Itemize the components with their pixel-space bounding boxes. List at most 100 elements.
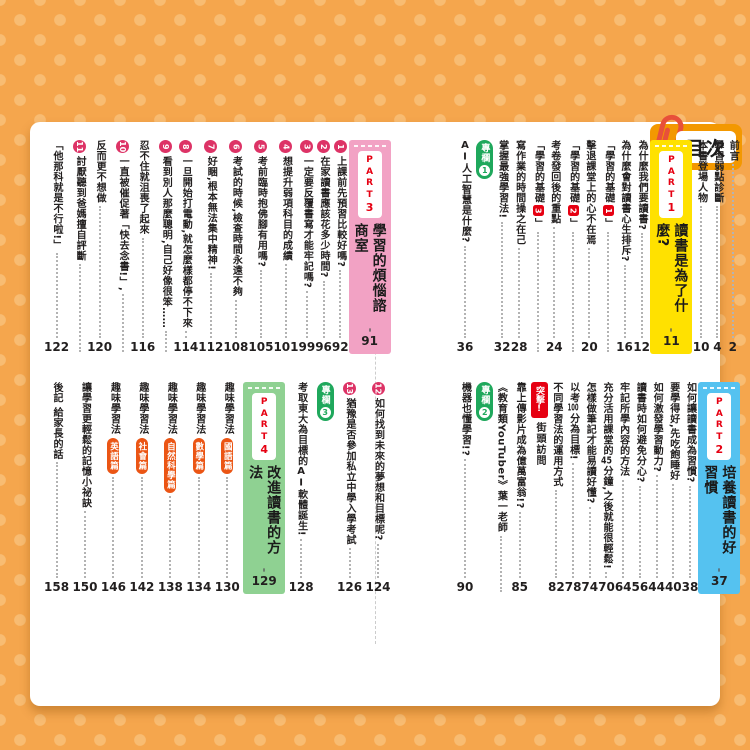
leader-dots: [377, 543, 379, 578]
entry-column: 擊退課堂上的心不在焉 20: [581, 140, 598, 354]
raid-subtitle: 街頭訪問: [534, 422, 546, 466]
toc-entry: 11討厭聽到爸媽擅自評斷 「他那科就是不行啦!」 122: [44, 140, 87, 354]
entry-bracket-title: 「學習的基礎2」: [567, 140, 579, 229]
entry-page-number: 16: [616, 340, 633, 354]
entry-page-number: 142: [129, 580, 155, 594]
entry-column: 靠上傳影片成為億萬富翁!? 85: [511, 382, 528, 594]
entry-number-badge: 3: [300, 140, 314, 153]
entry-page-number: 138: [157, 580, 183, 594]
entry-title: 趣味學習法社會篇: [134, 382, 150, 474]
entry-number-badge: 1: [333, 140, 347, 153]
entry-title: 6考試的時候,檢查時間永遠不夠: [228, 140, 243, 297]
entry-page-number: 130: [214, 580, 240, 594]
entry-column: 如何激發學習動力? 44: [648, 382, 665, 594]
entry-column: 考取東大為目標的AI軟體誕生! 128: [289, 382, 314, 594]
basics-number-badge: 1: [602, 205, 614, 216]
entry-page-number: 126: [337, 580, 363, 594]
entry-column: 12如何找到未來的夢想和目標呢? 124: [365, 382, 391, 594]
part-page-number: 11: [663, 334, 680, 348]
entry-column: 8一旦開始打電動,就怎麼樣都停不下來 114: [173, 140, 198, 354]
entry-column: 學習弱點診斷 4: [710, 140, 725, 354]
raid-badge-label: 突擊!: [534, 386, 545, 414]
part-4-block: P A R T 4 改進讀書的方法 129: [243, 382, 286, 594]
part-number: 4: [260, 443, 268, 456]
leader-dots: [305, 291, 308, 338]
leader-dots: [518, 248, 521, 338]
toc-entry: 10一直被催促著「快去念書!」, 反而更不想做 120: [87, 140, 130, 354]
entry-title: 讓學習更輕鬆的記憶小祕訣: [79, 382, 91, 508]
toc-entry: 趣味學習法社會篇 142: [129, 382, 154, 594]
entry-title: 掌握最強學習法!: [496, 140, 508, 219]
entry-number-badge: 7: [204, 140, 218, 153]
toc-entry: 13猶豫是否參加私立中學入學考試 126: [337, 382, 362, 594]
leader-dots: [700, 206, 703, 338]
entry-column: 如何讓讀書成為習慣? 38: [682, 382, 699, 594]
column-badge-number: 1: [479, 165, 491, 176]
entry-page-number: 70: [598, 580, 615, 594]
entry-page-number: 85: [511, 580, 529, 594]
toc-entry: 6考試的時候,檢查時間永遠不夠 108: [223, 140, 248, 354]
toc-entry: 突擊! 街頭訪問 靠上傳影片成為億萬富翁!? 85 《教育類YouTuber》葉一老師: [493, 382, 549, 594]
entry-page-number: 20: [581, 340, 598, 354]
entry-title: 12如何找到未來的夢想和目標呢?: [371, 382, 385, 541]
column-badge-number: 3: [319, 407, 331, 418]
leader-dots: [607, 231, 610, 352]
entry-page-number: 120: [87, 340, 113, 354]
toc-entry: 趣味學習法英語篇 146: [101, 382, 126, 594]
entry-column: 寫作業的時間操之在己 28: [511, 140, 528, 354]
entry-column: 機器也懂學習!? 90: [457, 382, 474, 594]
entry-column: 讓學習更輕鬆的記憶小祕訣 150: [72, 382, 97, 594]
leader-dots: [463, 245, 466, 338]
toc-entry: 專欄 3 考取東大為目標的AI軟體誕生! 128: [289, 382, 334, 594]
part-title: 改進讀書的方法: [247, 464, 282, 555]
stitch-marks: [353, 145, 386, 147]
leader-dots: [197, 477, 200, 578]
leader-dots: [622, 479, 625, 578]
entry-title: 考卷發回後的重點: [548, 140, 560, 224]
part-number: 2: [715, 443, 724, 456]
entry-column: 7好睏,根本無法集中精神! 112: [198, 140, 223, 354]
leader-dots: [141, 237, 144, 338]
toc-entry: 如何激發學習動力? 44: [648, 382, 665, 594]
entry-bracket-title: 「學習的基礎1」: [602, 140, 614, 229]
toc-entry: 專欄 2 機器也懂學習!? 90: [457, 382, 494, 594]
entry-title: 考取東大為目標的AI軟體誕生!: [295, 382, 307, 537]
entry-column: 趣味學習法自然科學篇 138: [158, 382, 183, 594]
leader-dots: [572, 231, 575, 352]
entry-column: 為什麼我們要讀書? 12: [633, 140, 650, 354]
entry-title: 本書登場人物: [695, 140, 707, 203]
entry-page-number: 32: [493, 340, 511, 354]
leader-dots: [284, 264, 287, 338]
part-page-number: 129: [251, 574, 277, 588]
toc-entry: 後記 給家長的話 158: [44, 382, 69, 594]
column-badge-number: 2: [479, 407, 491, 418]
toc-entry: 前言 2: [725, 140, 740, 354]
part-page-number: 91: [361, 334, 378, 348]
toc-entry: 學習弱點診斷 4: [710, 140, 725, 354]
part-title: 培養讀書的好習慣: [702, 464, 737, 555]
center-divider: [375, 162, 376, 644]
entry-title: 機器也懂學習!?: [459, 382, 471, 457]
leader-dots: [518, 511, 521, 578]
toc-entry: 充分活用課堂的45分鐘,之後就能很輕鬆! 70: [598, 382, 615, 594]
leader-dots: [169, 496, 172, 578]
entry-title: 牢記所學內容的方法: [617, 382, 629, 477]
entry-number-badge: 13: [343, 382, 357, 395]
leader-dots: [226, 477, 229, 578]
entry-column: 「學習的基礎2」: [566, 140, 581, 354]
entry-number-badge: 4: [279, 140, 293, 153]
toc-entry: 趣味學習法國語篇 130: [215, 382, 240, 594]
entry-title: 2在家讀書應該花多少時間?: [316, 140, 331, 278]
entry-title: 不同學習法的運用方式: [550, 382, 562, 487]
leader-dots: [348, 548, 351, 578]
entry-column: 專欄 2: [476, 382, 494, 594]
entry-column: 趣味學習法國語篇 130: [215, 382, 240, 594]
subject-tag: 自然科學篇: [164, 437, 177, 493]
entry-column: 要學得好,先吃飽睡好 40: [665, 382, 682, 594]
entry-column: 「學習的基礎3」: [531, 140, 546, 354]
part-1-block: P A R T 1 讀書是為了什麼? 11: [650, 140, 693, 354]
entry-title: 9看到別人那麼聰明,自己好像很笨……: [158, 140, 173, 328]
entry-title: 5考前臨時抱佛腳有用嗎?: [253, 140, 268, 267]
leader-dots: [672, 483, 675, 578]
